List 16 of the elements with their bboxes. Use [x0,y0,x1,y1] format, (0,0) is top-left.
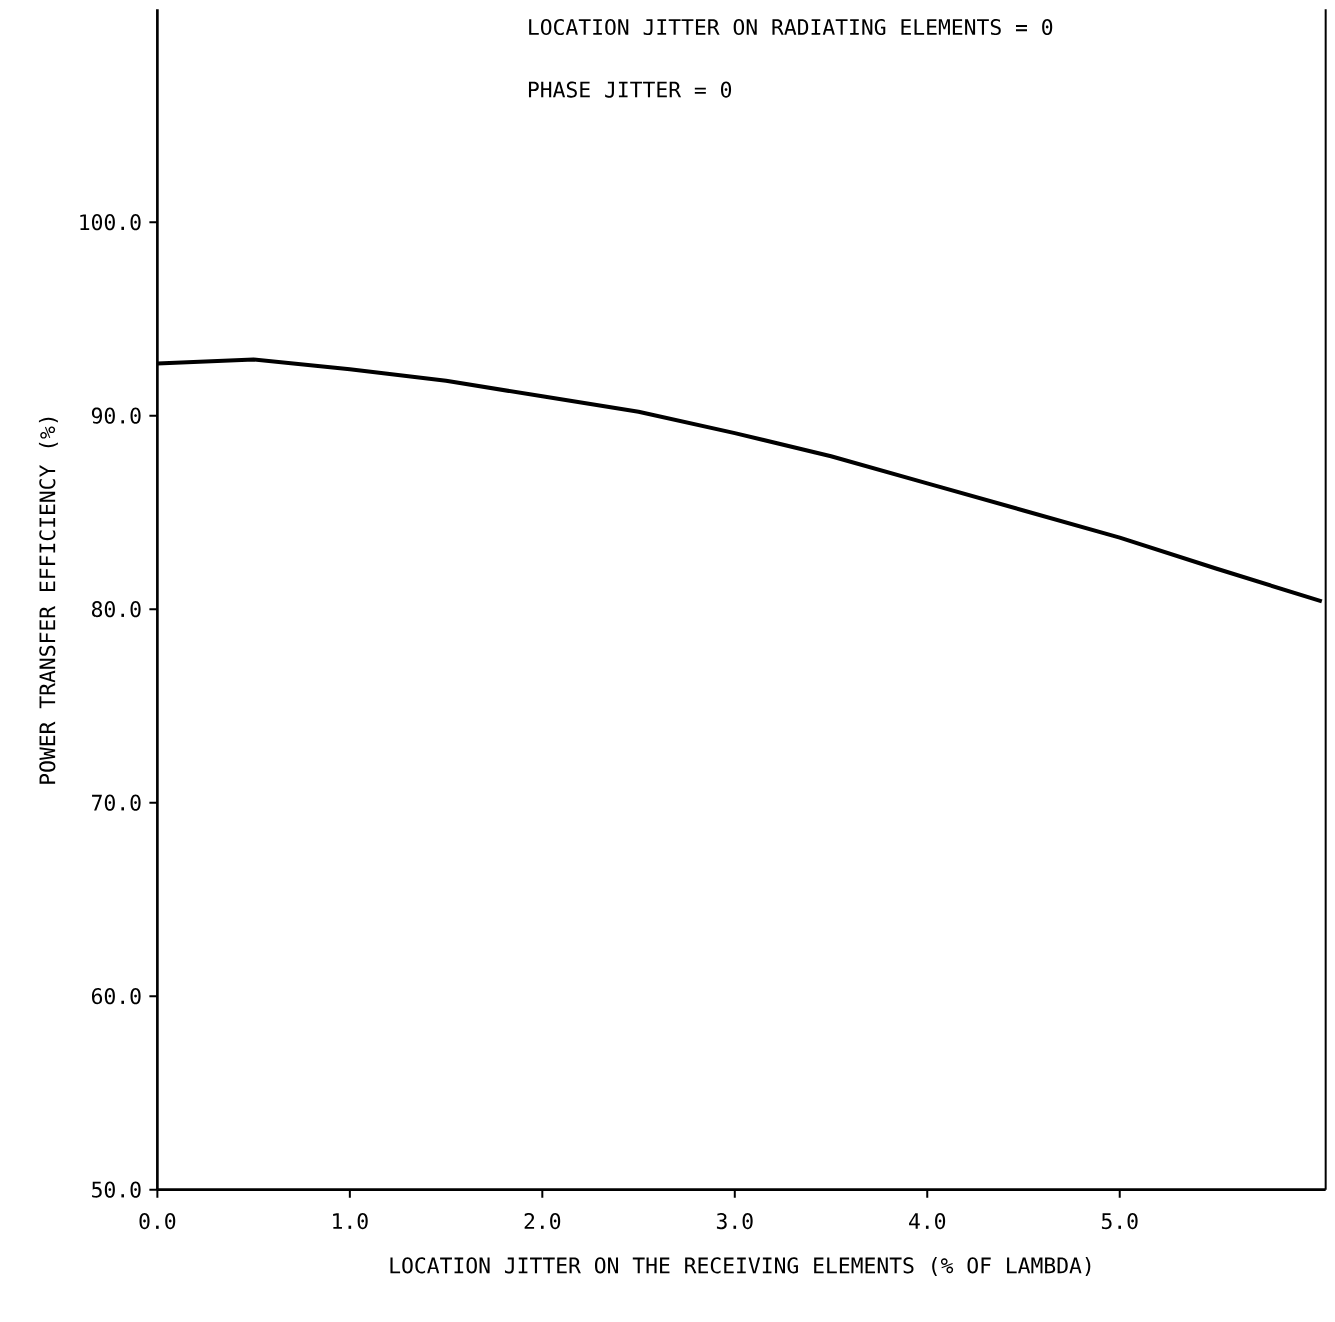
x-tick-label: 2.0 [524,1213,561,1230]
x-tick-label: 1.0 [333,1213,368,1230]
y-tick-label: 60.0 [91,988,141,1005]
x-axis-title: LOCATION JITTER ON THE RECEIVING ELEMENTS (% OF LAMBDA) [390,1257,1091,1277]
x-tick-label: 3.0 [716,1213,753,1230]
annotation: PHASE JITTER = 0 [528,81,732,98]
x-tick-label: 5.0 [1101,1213,1138,1230]
y-tick-label: 100.0 [80,214,141,231]
y-tick-label: 50.0 [92,1181,141,1198]
annotation: LOCATION JITTER ON RADIATING ELEMENTS = 0 [529,19,1053,36]
y-tick-label: 90.0 [91,407,141,424]
y-tick-label: 70.0 [92,794,141,811]
x-tick-label: 0.0 [139,1213,176,1230]
x-tick-label: 4.0 [909,1213,946,1230]
y-tick-label: 80.0 [91,601,141,618]
y-axis-title: POWER TRANSFER EFFICIENCY (%) [38,417,58,784]
